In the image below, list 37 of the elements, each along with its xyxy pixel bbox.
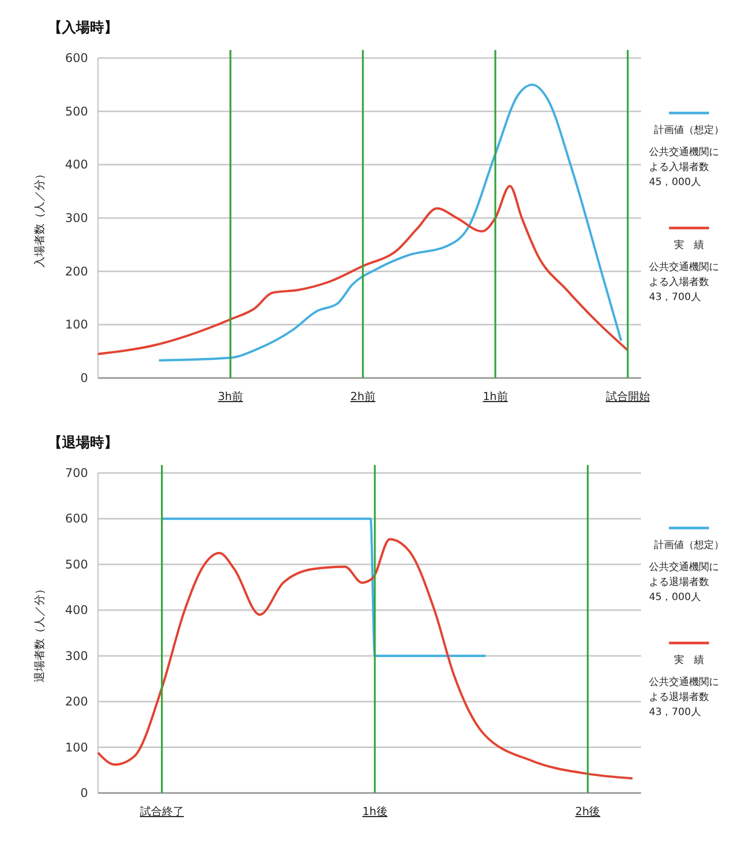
line-series <box>158 84 622 362</box>
y-tick-label: 400 <box>65 603 88 618</box>
y-axis-title: 入場者数（人／分） <box>33 168 46 268</box>
y-tick-label: 200 <box>65 694 88 709</box>
y-tick-label: 300 <box>65 648 88 663</box>
line-series <box>96 538 634 780</box>
y-tick-label: 500 <box>65 104 88 118</box>
text: 公共交通機関による入場者数43，700人 <box>649 261 719 303</box>
legend-label: 実 績 <box>674 239 704 251</box>
y-tick-label: 0 <box>80 786 88 800</box>
legend-label: 計画値（想定） <box>654 539 724 551</box>
legend-label: 実 績 <box>674 654 704 666</box>
y-tick-label: 100 <box>65 740 88 754</box>
chart-title: 【入場時】 <box>48 20 118 36</box>
text: 公共交通機関による入場者数45，000人 <box>649 146 719 188</box>
text: 公共交通機関による退場者数45，000人 <box>649 561 719 603</box>
y-tick-label: 700 <box>65 466 88 480</box>
x-tick-label: 2h後 <box>575 805 600 818</box>
y-tick-label: 400 <box>65 158 88 172</box>
line-series <box>96 184 629 356</box>
y-tick-label: 500 <box>65 557 88 572</box>
y-tick-label: 600 <box>65 512 88 526</box>
text: 公共交通機関による退場者数43，700人 <box>649 676 719 718</box>
chart-title: 【退場時】 <box>48 434 118 451</box>
y-tick-label: 100 <box>65 318 88 332</box>
y-axis-title: 退場者数（人／分） <box>33 584 46 682</box>
y-tick-label: 200 <box>65 264 88 278</box>
x-tick-label: 3h前 <box>218 390 243 403</box>
x-tick-label: 1h前 <box>482 390 508 403</box>
x-tick-label: 試合終了 <box>140 805 184 818</box>
x-tick-label: 2h前 <box>350 390 376 403</box>
y-tick-label: 0 <box>80 371 88 385</box>
x-tick-label: 試合開始 <box>606 390 650 403</box>
legend-label: 計画値（想定） <box>654 124 724 136</box>
y-tick-label: 300 <box>65 211 88 225</box>
y-tick-label: 600 <box>65 51 88 65</box>
x-tick-label: 1h後 <box>362 805 388 818</box>
